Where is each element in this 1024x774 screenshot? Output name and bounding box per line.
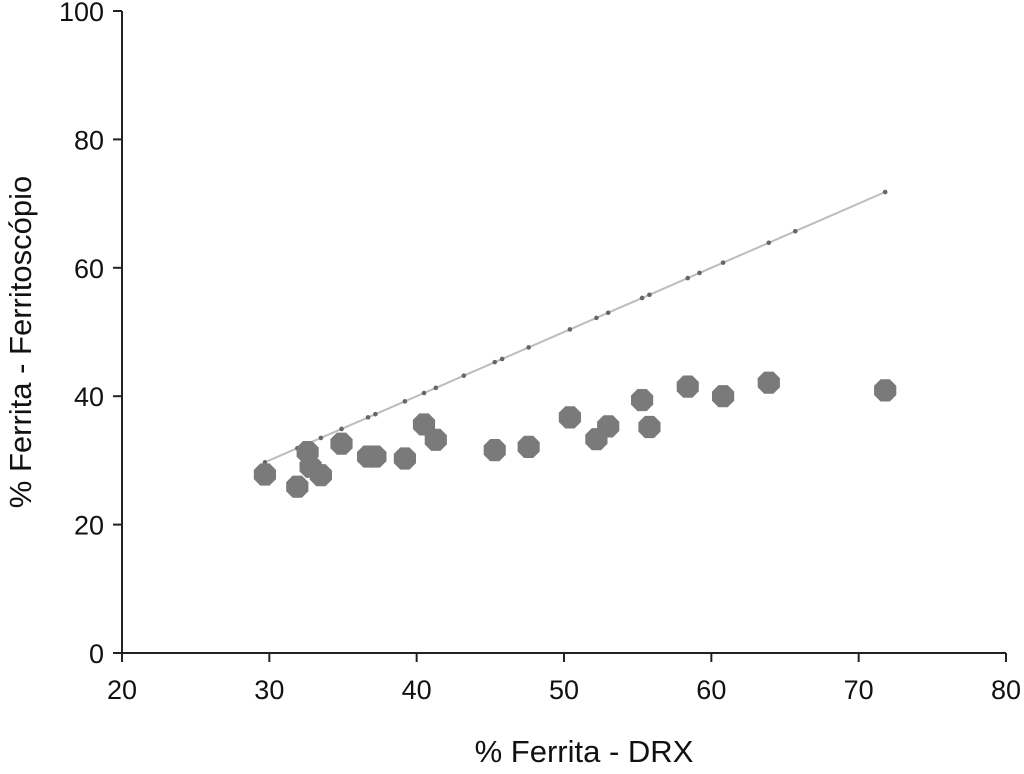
y-tick-label: 60 xyxy=(74,254,104,284)
reference-point xyxy=(567,327,573,332)
reference-point xyxy=(433,385,439,391)
data-point xyxy=(757,371,780,394)
data-point xyxy=(558,406,581,429)
reference-point xyxy=(639,295,645,301)
reference-point xyxy=(318,435,324,441)
data-point xyxy=(483,439,506,462)
reference-point xyxy=(365,415,371,420)
y-tick-label: 0 xyxy=(89,639,104,669)
data-point xyxy=(412,413,436,436)
data-point xyxy=(597,415,620,438)
y-tick-label: 100 xyxy=(59,0,104,27)
data-point xyxy=(638,415,661,439)
y-tick-label: 40 xyxy=(74,382,104,412)
reference-point xyxy=(697,270,702,276)
reference-point xyxy=(421,390,427,396)
reference-point xyxy=(720,260,726,265)
reference-point xyxy=(373,411,378,417)
x-tick-label: 70 xyxy=(844,675,874,705)
x-tick-label: 20 xyxy=(107,675,137,705)
reference-point xyxy=(766,240,772,246)
data-point xyxy=(712,385,735,408)
reference-point xyxy=(594,315,599,321)
scatter-points xyxy=(253,371,897,498)
data-point xyxy=(393,447,416,470)
reference-point xyxy=(526,345,531,350)
data-point xyxy=(517,435,540,458)
y-tick-label: 80 xyxy=(74,125,104,155)
data-point xyxy=(253,463,276,486)
reference-line-group xyxy=(262,189,888,465)
x-axis-title: % Ferrita - DRX xyxy=(475,734,694,769)
x-tick-label: 80 xyxy=(991,675,1021,705)
x-tick-label: 60 xyxy=(696,675,726,705)
reference-point xyxy=(685,275,691,281)
data-point xyxy=(631,389,654,412)
reference-point xyxy=(492,359,498,365)
x-tick-label: 40 xyxy=(402,675,432,705)
data-point xyxy=(424,428,447,451)
reference-point xyxy=(647,292,652,298)
data-point xyxy=(364,445,387,468)
reference-point xyxy=(882,189,888,195)
data-point xyxy=(874,379,897,402)
reference-point xyxy=(461,373,467,378)
data-point xyxy=(676,375,699,398)
y-tick-label: 20 xyxy=(74,511,104,541)
data-point xyxy=(286,475,309,498)
reference-point xyxy=(402,399,408,404)
reference-point xyxy=(605,310,611,316)
x-axis-ticks: 20 30 40 50 60 70 80 xyxy=(107,653,1021,705)
y-axis-ticks: 0 20 40 60 80 100 xyxy=(59,0,122,669)
x-tick-label: 50 xyxy=(549,675,579,705)
reference-point xyxy=(793,228,798,234)
reference-point xyxy=(499,356,505,362)
y-axis-title: % Ferrita - Ferritoscópio xyxy=(3,176,38,508)
reference-point xyxy=(339,426,344,432)
x-tick-label: 30 xyxy=(254,675,284,705)
data-point xyxy=(330,432,353,455)
data-point xyxy=(309,464,332,487)
